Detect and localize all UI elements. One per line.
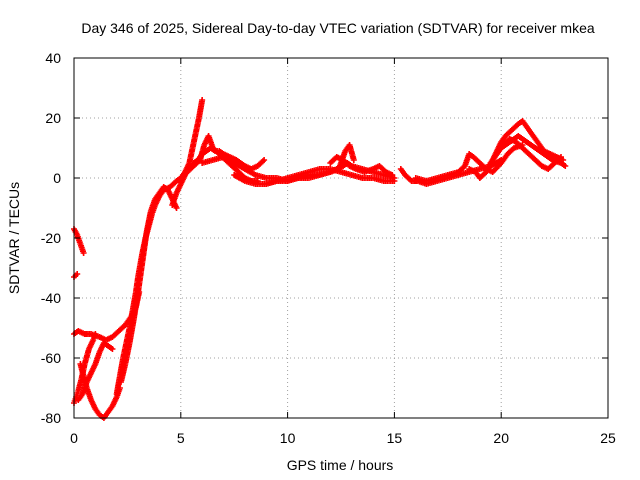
data-point [261, 157, 268, 163]
series-trace-8 [117, 184, 180, 385]
series-trace-19 [498, 133, 569, 169]
data-point [391, 178, 398, 184]
y-tick-label: -60 [41, 350, 61, 366]
y-axis-label: SDTVAR / TECUs [6, 182, 22, 294]
data-point [558, 154, 565, 160]
y-axis-ticks: -80 -60 -40 -20 0 20 40 [41, 50, 608, 426]
series-trace-6 [75, 340, 116, 403]
x-tick-label: 0 [70, 430, 78, 446]
chart-title: Day 346 of 2025, Sidereal Day-to-day VTE… [81, 20, 594, 36]
x-tick-label: 20 [493, 430, 509, 446]
series-trace-14 [327, 154, 396, 178]
series-trace-13 [263, 142, 357, 187]
x-axis-label: GPS time / hours [287, 457, 394, 473]
x-tick-label: 25 [600, 430, 616, 446]
x-tick-label: 15 [387, 430, 403, 446]
data-point [389, 172, 396, 178]
data-point [109, 346, 116, 352]
data-point [173, 205, 180, 211]
series-trace-16 [412, 142, 526, 184]
data-point [562, 163, 569, 169]
data-point [74, 271, 81, 277]
y-tick-label: 0 [53, 170, 61, 186]
series-trace-2 [71, 271, 81, 280]
series-trace-10 [177, 133, 261, 184]
x-axis-ticks: 0 5 10 15 20 25 [70, 58, 616, 446]
y-tick-label: 40 [45, 50, 61, 66]
data-series [71, 97, 569, 421]
data-point [80, 250, 87, 256]
data-point [92, 331, 99, 337]
y-tick-label: -80 [41, 410, 61, 426]
grid-lines [74, 58, 608, 418]
data-point [350, 157, 357, 163]
y-tick-label: 20 [45, 110, 61, 126]
y-tick-label: -40 [41, 290, 61, 306]
series-trace-1 [71, 226, 87, 256]
series-trace-17 [466, 118, 567, 181]
x-tick-label: 5 [177, 430, 185, 446]
y-tick-label: -20 [41, 230, 61, 246]
data-point [199, 97, 206, 103]
x-tick-label: 10 [280, 430, 296, 446]
